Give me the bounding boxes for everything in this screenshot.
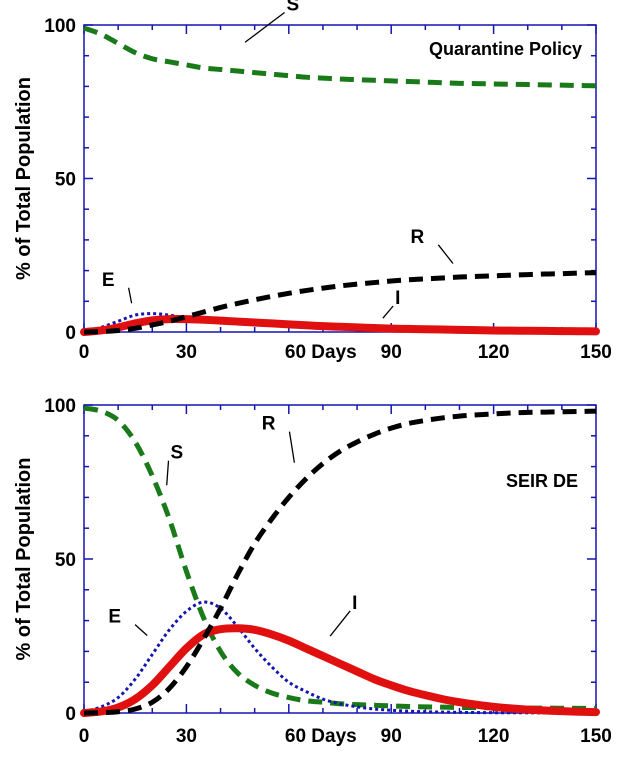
series-label-r: R [411,227,425,248]
x-tick-label: 30 [176,342,197,363]
y-tick-label: 100 [44,396,76,417]
series-label-s: S [171,443,184,464]
series-label-r: R [262,414,276,435]
y-tick-label: 50 [55,550,76,571]
bottom-panel-seir-de: 0 30 60 Days 90 120 150 0 50 100 % of Total Popul… [13,396,612,747]
y-tick-label: 50 [55,170,76,191]
series-line-r [83,408,597,716]
y-tick-label: 100 [44,16,76,37]
series-label-e: E [108,607,121,628]
series-leader-i [382,305,394,319]
series-label-e: E [102,270,115,291]
series-label-i: I [395,288,400,309]
y-axis-title: % of Total Population [13,458,35,661]
y-axis-title: % of Total Population [13,77,35,280]
series-line-r [83,270,597,335]
series-line-e [83,600,597,715]
panel-title: SEIR DE [506,471,578,491]
series-line-s [83,25,597,89]
series-leader-s [244,11,285,43]
series-leader-i [329,610,351,637]
series-leader-s [166,460,170,486]
series-leader-e [127,287,133,304]
series-label-s: S [287,0,300,16]
x-tick-label: 0 [79,342,90,363]
series-leader-r [288,431,296,463]
series-leader-r [437,244,454,264]
x-tick-label: 120 [478,726,510,747]
x-tick-label: 60 Days [285,726,357,747]
x-tick-label: 120 [478,342,510,363]
series-label-i: I [352,593,357,614]
y-tick-label: 0 [65,323,76,344]
series-line-i [80,314,600,336]
top-panel-quarantine-policy: 0 30 60 Days 90 120 150 0 50 100 % of Total Popul… [13,0,612,363]
x-tick-label: 150 [580,342,612,363]
panel-title: Quarantine Policy [429,39,582,59]
x-tick-label: 0 [79,726,90,747]
x-tick-label: 90 [381,726,402,747]
x-tick-label: 150 [580,726,612,747]
series-line-i [80,624,600,717]
plot-frame [83,24,597,333]
x-tick-label: 60 Days [285,342,357,363]
y-tick-label: 0 [65,704,76,725]
x-tick-label: 30 [176,726,197,747]
series-leader-e [134,624,148,637]
x-tick-label: 90 [381,342,402,363]
